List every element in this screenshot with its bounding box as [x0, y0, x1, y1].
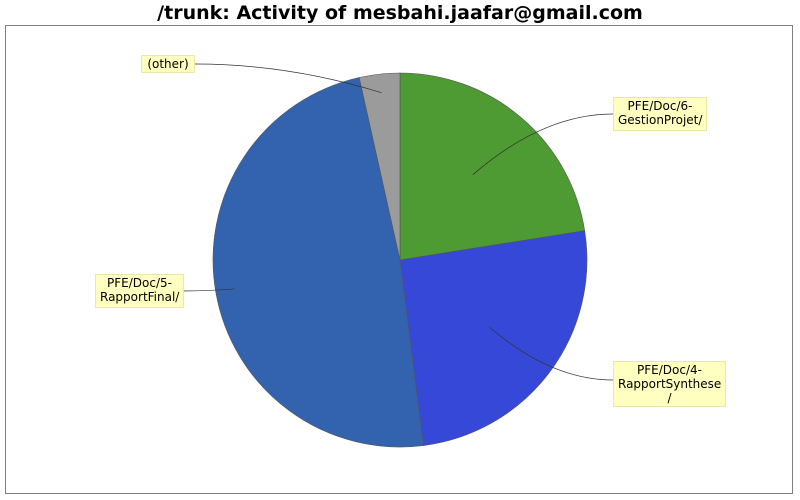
- pie-slice-3: [358, 72, 401, 261]
- slice-label-3: (other): [141, 55, 195, 73]
- leader-line-2: [183, 288, 235, 292]
- slice-label-0: PFE/Doc/6- GestionProjet/: [613, 97, 707, 131]
- pie-slice-0: [399, 72, 586, 261]
- slice-label-1: PFE/Doc/4- RapportSynthese /: [613, 361, 726, 407]
- pie-slice-1: [399, 230, 588, 446]
- plot-area-frame: [5, 25, 793, 494]
- pie-slice-2: [212, 77, 424, 448]
- leader-line-1: [489, 327, 614, 381]
- leader-line-0: [472, 113, 614, 175]
- leader-line-3: [194, 63, 382, 94]
- chart-title: /trunk: Activity of mesbahi.jaafar@gmail…: [157, 2, 643, 24]
- slice-label-2: PFE/Doc/5- RapportFinal/: [95, 274, 184, 308]
